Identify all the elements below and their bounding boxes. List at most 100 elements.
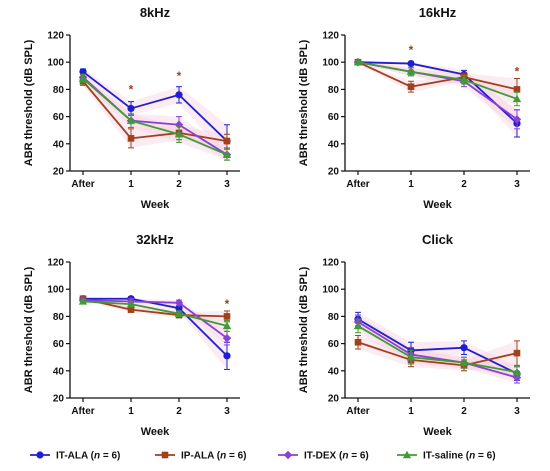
error-band xyxy=(358,60,517,101)
y-tick-label: 100 xyxy=(322,58,339,69)
y-axis-label: ABR threshold (dB SPL) xyxy=(23,266,35,393)
error-band xyxy=(358,60,517,106)
series-line-it-saline xyxy=(357,325,518,374)
x-tick-label: After xyxy=(71,406,94,417)
x-tick-label: 2 xyxy=(461,406,467,417)
panel-title: 32kHz xyxy=(136,232,174,247)
data-point xyxy=(174,120,184,129)
y-tick-label: 80 xyxy=(328,85,340,96)
panel-click: Click 20 40 60 80 100 120 After 1 2 3 Week ABR thres… xyxy=(298,232,530,438)
panel-32khz: 32kHz 20 40 60 80 100 120 After 1 2 3 Week ABR thres… xyxy=(23,232,240,438)
series-line-ip-ala xyxy=(82,297,228,318)
legend-entry: IT-DEX (n = 6) xyxy=(304,451,369,462)
y-tick-label: 60 xyxy=(53,112,65,123)
y-tick-label: 40 xyxy=(328,366,340,377)
data-point xyxy=(513,349,521,357)
y-tick-label: 60 xyxy=(328,112,340,123)
y-tick-label: 120 xyxy=(322,31,339,42)
x-tick-label: 1 xyxy=(128,406,134,417)
x-tick-label: 3 xyxy=(224,179,230,190)
data-point xyxy=(79,68,87,76)
data-point xyxy=(223,313,231,320)
significance-marker: * xyxy=(409,43,414,57)
panel-title: 16kHz xyxy=(419,5,457,20)
y-tick-label: 120 xyxy=(47,258,64,269)
y-axis-label: ABR threshold (dB SPL) xyxy=(298,39,310,166)
data-point xyxy=(174,309,184,317)
series-line-it-dex xyxy=(357,321,518,379)
data-point xyxy=(222,150,232,158)
data-point xyxy=(222,321,232,330)
data-point xyxy=(127,306,135,313)
data-point xyxy=(354,338,362,346)
series-line-it-ala xyxy=(82,71,228,142)
data-point xyxy=(460,344,468,352)
data-point xyxy=(223,352,231,360)
data-point xyxy=(127,135,135,142)
x-axis-label: Week xyxy=(141,199,170,211)
panel-title: 8kHz xyxy=(140,5,171,20)
series-line-ip-ala xyxy=(82,80,228,142)
significance-marker: * xyxy=(129,82,134,96)
panel-8khz: 8kHz 20 40 60 80 100 120 After 1 2 3 Week ABR thresh… xyxy=(23,5,240,211)
data-point xyxy=(126,116,136,124)
y-tick-label: 100 xyxy=(322,285,339,296)
y-tick-label: 80 xyxy=(328,312,340,323)
y-tick-label: 100 xyxy=(47,58,64,69)
panel-16khz: 16kHz 20 40 60 80 100 120 After 1 2 3 Week ABR thres… xyxy=(298,5,530,211)
series-line-it-ala xyxy=(357,61,518,125)
y-tick-label: 120 xyxy=(47,31,64,42)
x-tick-label: 3 xyxy=(514,179,520,190)
legend-entry: IT-saline (n = 6) xyxy=(423,451,496,462)
y-axis-label: ABR threshold (dB SPL) xyxy=(23,39,35,166)
y-tick-label: 20 xyxy=(53,394,65,405)
data-point xyxy=(175,304,183,312)
y-tick-label: 20 xyxy=(328,394,340,405)
data-point xyxy=(175,91,183,99)
data-point xyxy=(126,299,136,308)
y-tick-label: 40 xyxy=(53,139,65,150)
x-tick-label: After xyxy=(346,179,369,190)
data-point xyxy=(222,333,232,343)
error-band xyxy=(83,298,227,345)
data-point xyxy=(459,358,469,366)
legend-entry: IT-ALA (n = 6) xyxy=(56,451,120,462)
legend-entry: IP-ALA (n = 6) xyxy=(181,451,246,462)
data-point xyxy=(174,298,184,307)
series-line-it-saline xyxy=(357,61,518,100)
data-point xyxy=(174,130,184,138)
series-line-ip-ala xyxy=(357,61,518,91)
legend-marker xyxy=(283,450,293,460)
y-tick-label: 20 xyxy=(53,167,65,178)
y-tick-label: 20 xyxy=(328,167,340,178)
x-axis-label: Week xyxy=(423,199,452,211)
panel-title: Click xyxy=(422,232,454,247)
legend-marker xyxy=(36,451,44,459)
x-tick-label: 1 xyxy=(408,406,414,417)
series-line-it-saline xyxy=(82,77,228,156)
error-band xyxy=(358,312,517,381)
y-axis-label: ABR threshold (dB SPL) xyxy=(298,266,310,393)
series-line-it-saline xyxy=(82,300,228,327)
x-tick-label: 1 xyxy=(408,179,414,190)
x-axis-label: Week xyxy=(423,426,452,438)
significance-marker: * xyxy=(225,297,230,311)
data-point xyxy=(513,86,521,93)
data-point xyxy=(78,297,88,305)
significance-marker: * xyxy=(177,69,182,83)
x-tick-label: 2 xyxy=(461,179,467,190)
x-tick-label: 2 xyxy=(176,179,182,190)
data-point xyxy=(353,321,363,330)
series-line-ip-ala xyxy=(357,341,518,367)
data-point xyxy=(406,67,416,75)
data-point xyxy=(127,104,135,113)
data-point xyxy=(512,115,522,124)
series-line-it-ala xyxy=(357,318,518,375)
error-band xyxy=(83,77,227,148)
y-tick-label: 100 xyxy=(47,285,64,296)
x-tick-label: 3 xyxy=(514,406,520,417)
y-tick-label: 80 xyxy=(53,85,65,96)
significance-marker: * xyxy=(515,65,520,79)
